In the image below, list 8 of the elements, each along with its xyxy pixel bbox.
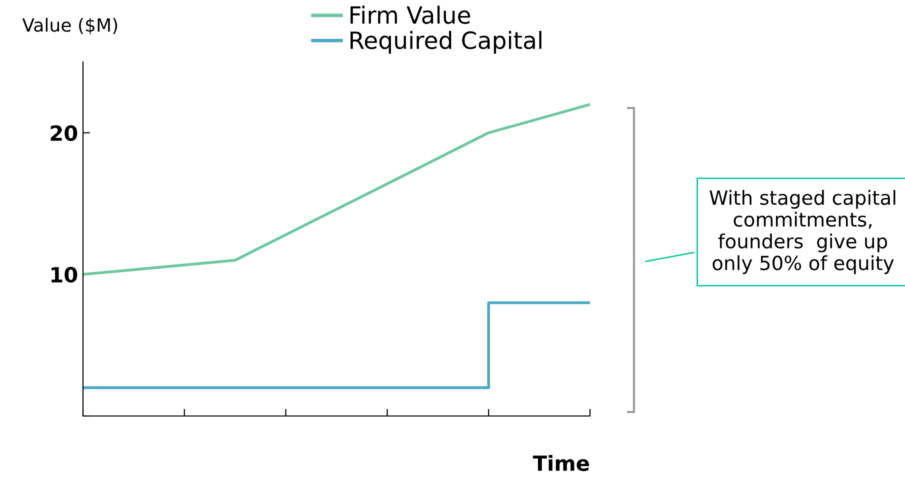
text: With staged capital commitments, founders give up only 50% of equity [710,190,896,274]
y-tick-label: 10 [52,266,78,283]
x-axis-title: Time [532,454,589,472]
y-tick-label: 20 [50,125,78,142]
line-series [83,103,590,276]
legend-label: Firm Value [350,6,470,24]
legend-label: Required Capital [350,30,542,54]
y-axis-title: Value ($M) [22,18,118,34]
